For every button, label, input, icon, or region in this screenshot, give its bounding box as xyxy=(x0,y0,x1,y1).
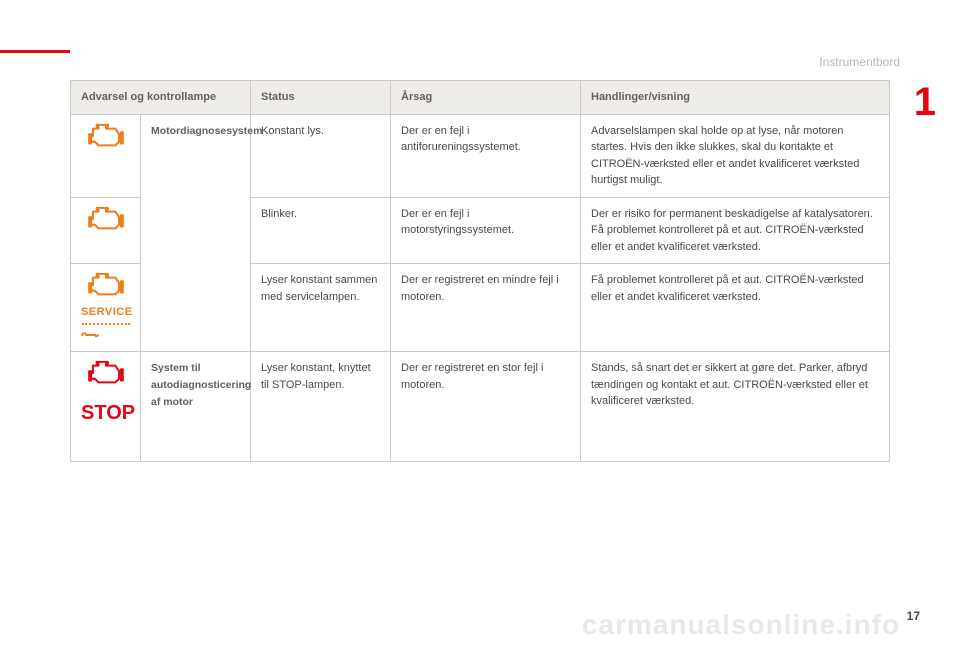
table-header-row: Advarsel og kontrollampe Status Årsag Ha… xyxy=(71,81,890,115)
cause-cell: Der er en fejl i motorstyringssystemet. xyxy=(391,197,581,264)
label-autodiag: System til autodiagnosticering af motor xyxy=(151,362,251,408)
cause-cell: Der er registreret en stor fejl i motore… xyxy=(391,352,581,462)
engine-icon xyxy=(87,360,125,388)
status-cell: Konstant lys. xyxy=(251,114,391,197)
action-cell: Advarselslampen skal holde op at lyse, n… xyxy=(581,114,890,197)
page-number: 17 xyxy=(907,609,920,623)
cause-cell: Der er registreret en mindre fejl i moto… xyxy=(391,264,581,352)
wrench-icon xyxy=(81,332,99,338)
table-row: Motordiagnosesystem Konstant lys. Der er… xyxy=(71,114,890,197)
icon-cell xyxy=(71,197,141,264)
label-cell: System til autodiagnosticering af motor xyxy=(141,352,251,462)
action-cell: Få problemet kontrolleret på et aut. CIT… xyxy=(581,264,890,352)
chapter-number: 1 xyxy=(914,80,936,125)
warnings-table: Advarsel og kontrollampe Status Årsag Ha… xyxy=(70,80,890,462)
table-row: STOP System til autodiagnosticering af m… xyxy=(71,352,890,462)
label-cell: Motordiagnosesystem xyxy=(141,114,251,352)
status-cell: Blinker. xyxy=(251,197,391,264)
engine-icon xyxy=(87,272,125,300)
th-cause: Årsag xyxy=(391,81,581,115)
label-motordiagnose: Motordiagnosesystem xyxy=(151,125,262,137)
icon-cell xyxy=(71,114,141,197)
section-label: Instrumentbord xyxy=(819,55,900,69)
icon-cell: SERVICE xyxy=(71,264,141,352)
red-side-tab xyxy=(0,50,70,53)
th-warning: Advarsel og kontrollampe xyxy=(71,81,251,115)
status-cell: Lyser konstant, knyttet til STOP-lampen. xyxy=(251,352,391,462)
service-dashes xyxy=(82,323,130,325)
action-cell: Der er risiko for permanent beskadigelse… xyxy=(581,197,890,264)
th-status: Status xyxy=(251,81,391,115)
status-cell: Lyser konstant sammen med servicelampen. xyxy=(251,264,391,352)
engine-icon xyxy=(87,206,125,234)
watermark: carmanualsonline.info xyxy=(582,609,900,641)
icon-cell: STOP xyxy=(71,352,141,462)
th-action: Handlinger/visning xyxy=(581,81,890,115)
service-label: SERVICE xyxy=(81,304,130,321)
engine-icon xyxy=(87,123,125,151)
action-cell: Stands, så snart det er sikkert at gøre … xyxy=(581,352,890,462)
cause-cell: Der er en fejl i antiforureningssystemet… xyxy=(391,114,581,197)
stop-label: STOP xyxy=(81,398,130,428)
